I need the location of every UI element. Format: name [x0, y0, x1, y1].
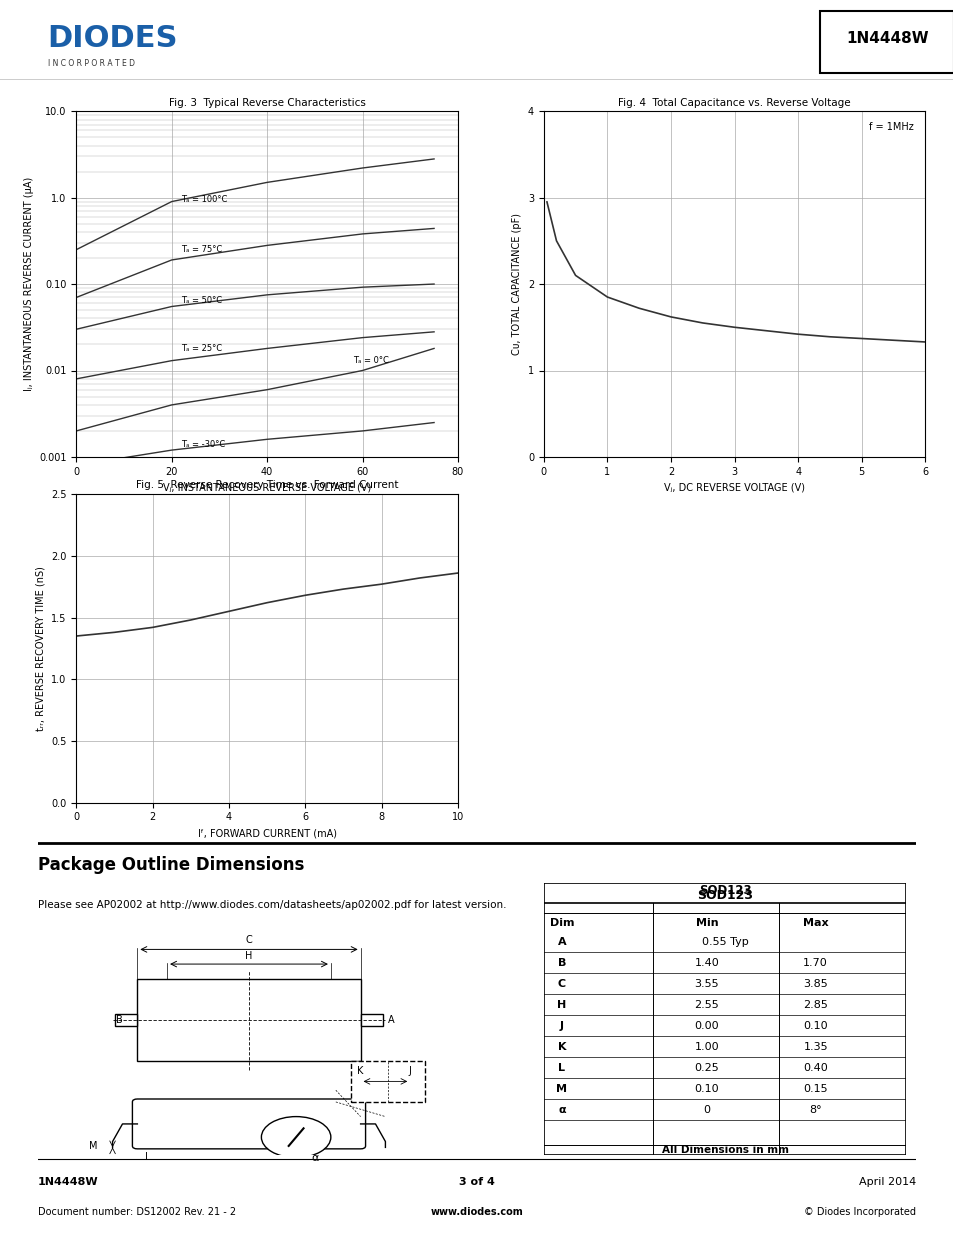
- Text: Max: Max: [802, 918, 827, 927]
- Text: α: α: [311, 1153, 318, 1163]
- Y-axis label: Cᴜ, TOTAL CAPACITANCE (pF): Cᴜ, TOTAL CAPACITANCE (pF): [512, 214, 521, 354]
- Text: f = 1MHz: f = 1MHz: [868, 121, 913, 131]
- Text: K: K: [357, 1066, 363, 1076]
- Text: J: J: [408, 1066, 412, 1076]
- Text: 0.55 Typ: 0.55 Typ: [700, 937, 748, 947]
- Text: Tₐ = -30°C: Tₐ = -30°C: [181, 440, 225, 448]
- Text: 0.25: 0.25: [694, 1063, 719, 1073]
- Text: 0.00: 0.00: [694, 1021, 719, 1031]
- Text: M: M: [556, 1084, 567, 1094]
- Text: 1.70: 1.70: [802, 958, 827, 968]
- Text: 8°: 8°: [808, 1105, 821, 1115]
- Text: 0: 0: [702, 1105, 710, 1115]
- Text: 3.55: 3.55: [694, 979, 719, 989]
- Text: Please see AP02002 at http://www.diodes.com/datasheets/ap02002.pdf for latest ve: Please see AP02002 at http://www.diodes.…: [38, 899, 506, 910]
- Title: Fig. 3  Typical Reverse Characteristics: Fig. 3 Typical Reverse Characteristics: [169, 98, 365, 107]
- Text: Document number: DS12002 Rev. 21 - 2: Document number: DS12002 Rev. 21 - 2: [38, 1207, 236, 1216]
- X-axis label: Iᶠ, FORWARD CURRENT (mA): Iᶠ, FORWARD CURRENT (mA): [197, 827, 336, 839]
- Circle shape: [261, 1116, 331, 1157]
- Text: © Diodes Incorporated: © Diodes Incorporated: [803, 1207, 915, 1216]
- Text: I N C O R P O R A T E D: I N C O R P O R A T E D: [48, 59, 134, 68]
- Text: www.diodes.com: www.diodes.com: [430, 1207, 523, 1216]
- Text: Package Outline Dimensions: Package Outline Dimensions: [38, 856, 304, 873]
- Text: Tₐ = 25°C: Tₐ = 25°C: [181, 343, 222, 353]
- Text: 1.35: 1.35: [802, 1042, 827, 1052]
- Text: Tₐ = 50°C: Tₐ = 50°C: [181, 295, 222, 305]
- Text: 2.85: 2.85: [802, 1000, 827, 1010]
- Text: B: B: [115, 1015, 122, 1025]
- Text: 1.40: 1.40: [694, 958, 719, 968]
- Bar: [351, 1061, 425, 1102]
- Text: 0.40: 0.40: [802, 1063, 827, 1073]
- Text: 0.15: 0.15: [802, 1084, 827, 1094]
- X-axis label: Vⱼ, INSTANTANEOUS REVERSE VOLTAGE (V): Vⱼ, INSTANTANEOUS REVERSE VOLTAGE (V): [163, 482, 371, 493]
- Text: M: M: [89, 1141, 97, 1151]
- Y-axis label: tᵣᵣ, REVERSE RECOVERY TIME (nS): tᵣᵣ, REVERSE RECOVERY TIME (nS): [35, 566, 46, 731]
- Text: Tₐ = 100°C: Tₐ = 100°C: [181, 195, 228, 204]
- Text: A: A: [388, 1015, 395, 1025]
- Text: Min: Min: [695, 918, 718, 927]
- Text: C: C: [558, 979, 565, 989]
- X-axis label: Vⱼ, DC REVERSE VOLTAGE (V): Vⱼ, DC REVERSE VOLTAGE (V): [663, 482, 804, 493]
- Text: K: K: [558, 1042, 565, 1052]
- Text: L: L: [558, 1063, 565, 1073]
- Text: DIODES: DIODES: [48, 25, 178, 53]
- Text: Tₐ = 0°C: Tₐ = 0°C: [353, 356, 389, 366]
- Text: C: C: [245, 935, 253, 945]
- Text: L: L: [145, 1152, 150, 1162]
- Bar: [115, 1014, 137, 1025]
- Y-axis label: Iⱼ, INSTANTANEOUS REVERSE CURRENT (µA): Iⱼ, INSTANTANEOUS REVERSE CURRENT (µA): [24, 177, 33, 391]
- Text: 0.10: 0.10: [802, 1021, 827, 1031]
- Text: Tₐ = 75°C: Tₐ = 75°C: [181, 246, 222, 254]
- Text: B: B: [558, 958, 565, 968]
- Text: 1N4448W: 1N4448W: [38, 1177, 99, 1187]
- Title: Fig. 5  Reverse Recovery Time vs. Forward Current: Fig. 5 Reverse Recovery Time vs. Forward…: [135, 480, 398, 490]
- Text: 1.00: 1.00: [694, 1042, 719, 1052]
- Text: SOD123: SOD123: [698, 884, 751, 897]
- Text: 0.10: 0.10: [694, 1084, 719, 1094]
- Text: Dim: Dim: [549, 918, 574, 927]
- Text: α: α: [558, 1105, 565, 1115]
- Text: H: H: [245, 951, 253, 961]
- Text: A: A: [557, 937, 566, 947]
- Text: 1N4448W: 1N4448W: [845, 31, 927, 46]
- Bar: [360, 1014, 382, 1025]
- Bar: [137, 978, 360, 1061]
- Text: J: J: [559, 1021, 563, 1031]
- Text: 3.85: 3.85: [802, 979, 827, 989]
- Text: H: H: [557, 1000, 566, 1010]
- Text: SOD123: SOD123: [697, 889, 752, 902]
- FancyBboxPatch shape: [820, 11, 953, 73]
- Text: 3 of 4: 3 of 4: [458, 1177, 495, 1187]
- Title: Fig. 4  Total Capacitance vs. Reverse Voltage: Fig. 4 Total Capacitance vs. Reverse Vol…: [618, 98, 850, 107]
- FancyBboxPatch shape: [132, 1099, 365, 1149]
- Text: April 2014: April 2014: [858, 1177, 915, 1187]
- Text: All Dimensions in mm: All Dimensions in mm: [660, 1145, 788, 1155]
- Text: 2.55: 2.55: [694, 1000, 719, 1010]
